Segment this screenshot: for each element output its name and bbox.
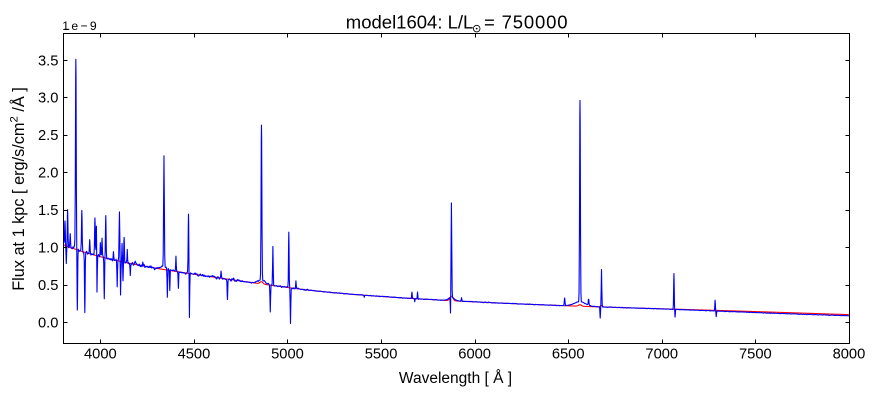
svg-text:Wavelength [ Å ]: Wavelength [ Å ] <box>399 370 512 387</box>
svg-text:Flux at 1 kpc [ erg/s/cm2 /Å ]: Flux at 1 kpc [ erg/s/cm2 /Å ] <box>9 87 28 291</box>
svg-text:8000: 8000 <box>833 346 866 362</box>
svg-text:2.5: 2.5 <box>38 128 58 144</box>
svg-text:0.5: 0.5 <box>38 278 58 294</box>
svg-text:6000: 6000 <box>458 346 491 362</box>
svg-text:3.0: 3.0 <box>38 91 58 107</box>
svg-text:0.0: 0.0 <box>38 315 58 331</box>
svg-text:4000: 4000 <box>84 346 117 362</box>
svg-text:7500: 7500 <box>739 346 772 362</box>
svg-text:1.5: 1.5 <box>38 203 58 219</box>
svg-text:6500: 6500 <box>552 346 585 362</box>
svg-text:7000: 7000 <box>645 346 678 362</box>
svg-text:4500: 4500 <box>178 346 211 362</box>
svg-text:1e−9: 1e−9 <box>62 19 99 33</box>
svg-text:1.0: 1.0 <box>38 240 58 256</box>
svg-text:model1604: L/L: model1604: L/L <box>346 11 474 32</box>
svg-text:= 750000: = 750000 <box>484 11 568 32</box>
svg-text:5500: 5500 <box>365 346 398 362</box>
svg-text:5000: 5000 <box>271 346 304 362</box>
svg-text:3.5: 3.5 <box>38 53 58 69</box>
svg-text:2.0: 2.0 <box>38 166 58 182</box>
